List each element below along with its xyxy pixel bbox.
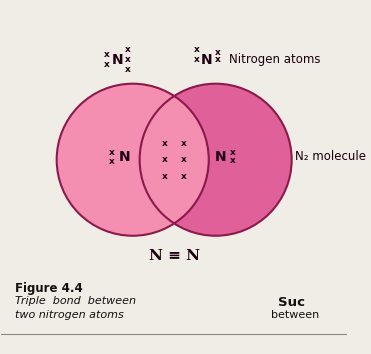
Text: N: N xyxy=(201,52,213,67)
Text: x: x xyxy=(194,55,200,64)
Text: N: N xyxy=(118,150,130,164)
Circle shape xyxy=(57,84,209,236)
Polygon shape xyxy=(174,84,292,236)
Text: x: x xyxy=(214,55,220,64)
Text: x: x xyxy=(125,65,130,74)
Text: x: x xyxy=(109,148,115,157)
Text: x: x xyxy=(125,45,130,54)
Text: x: x xyxy=(162,155,167,164)
Text: N: N xyxy=(111,52,123,67)
Text: Nitrogen atoms: Nitrogen atoms xyxy=(230,53,321,66)
Text: between: between xyxy=(271,310,319,320)
Text: x: x xyxy=(104,60,110,69)
Text: x: x xyxy=(229,156,235,165)
Text: Figure 4.4: Figure 4.4 xyxy=(15,282,83,295)
Text: N: N xyxy=(215,150,227,164)
Text: x: x xyxy=(109,157,115,166)
Text: x: x xyxy=(104,50,110,59)
Text: x: x xyxy=(229,148,235,156)
Circle shape xyxy=(139,84,292,236)
Text: x: x xyxy=(214,48,220,57)
Text: x: x xyxy=(194,45,200,54)
Text: two nitrogen atoms: two nitrogen atoms xyxy=(15,310,124,320)
Text: x: x xyxy=(162,139,167,148)
Text: x: x xyxy=(181,155,187,164)
Text: Triple  bond  between: Triple bond between xyxy=(15,296,136,306)
Text: Suc: Suc xyxy=(278,296,305,309)
Text: N ≡ N: N ≡ N xyxy=(149,250,200,263)
Text: x: x xyxy=(162,172,167,181)
Text: x: x xyxy=(125,55,130,64)
Text: x: x xyxy=(181,172,187,181)
Text: x: x xyxy=(181,139,187,148)
Text: N₂ molecule: N₂ molecule xyxy=(295,150,366,164)
